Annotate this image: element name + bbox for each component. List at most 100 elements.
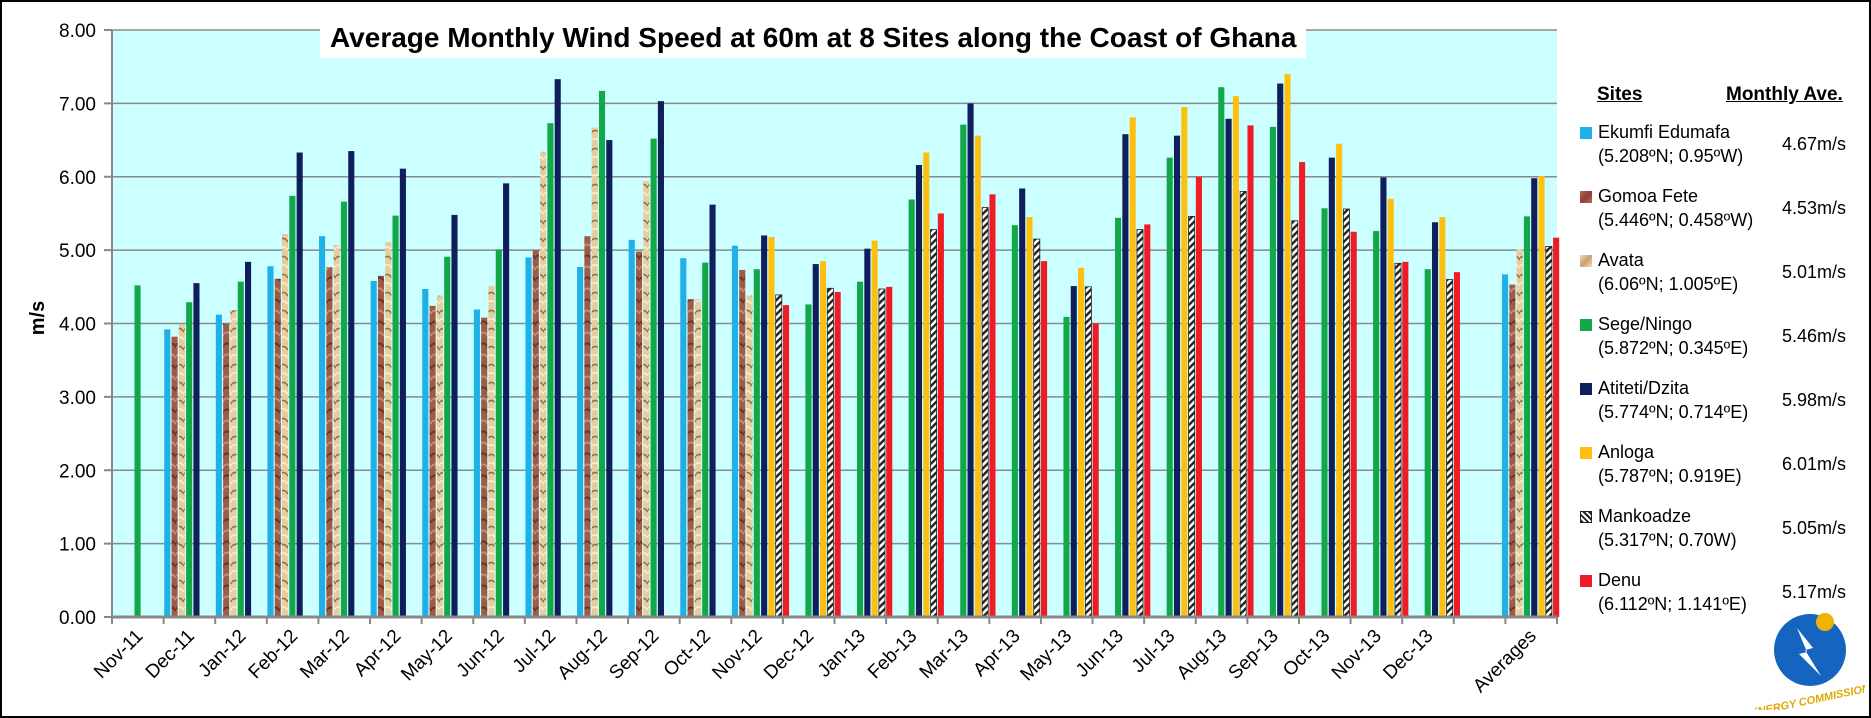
bar-mankoadze [775, 294, 783, 618]
legend-series-name: Gomoa Fete [1598, 186, 1699, 206]
bar-avata [436, 295, 443, 617]
bar-sege-ningo [805, 304, 812, 617]
bar-sege-ningo [392, 215, 399, 617]
bar-gomoa-fete [223, 323, 230, 617]
x-tick-label: Nov-13 [1328, 626, 1386, 684]
legend-series-average: 5.01m/s [1782, 262, 1847, 282]
bar-sege-ningo [1218, 87, 1225, 618]
bar-avata [282, 233, 289, 618]
y-tick-label: 7.00 [59, 94, 96, 115]
bar-sege-ningo [960, 124, 967, 618]
bar-sege-ningo [1523, 216, 1530, 617]
legend-header-average: Monthly Ave. [1726, 84, 1843, 105]
bar-denu [834, 291, 841, 617]
legend-series-coords: (5.317ºN; 0.70W) [1598, 530, 1737, 550]
bar-atiteti-dzita [245, 261, 252, 617]
bar-ekumfi-edumafa [267, 266, 274, 617]
bar-sege-ningo [857, 281, 864, 617]
x-tick-label: Mar-13 [916, 626, 973, 683]
bar-anloga [1284, 74, 1291, 617]
y-tick-label: 2.00 [59, 461, 96, 482]
bar-mankoadze [1239, 191, 1247, 618]
legend-series-name: Mankoadze [1598, 506, 1692, 526]
bar-mankoadze [1291, 220, 1299, 618]
bar-denu [937, 213, 944, 617]
y-tick-label: 5.00 [59, 241, 96, 262]
legend-series-coords: (5.872ºN; 0.345ºE) [1598, 338, 1749, 358]
bar-sege-ningo [1424, 269, 1431, 617]
bar-atiteti-dzita [296, 152, 303, 618]
legend-series-name: Anloga [1598, 442, 1655, 462]
bar-anloga [1181, 107, 1188, 617]
legend-swatch-icon [1580, 575, 1592, 587]
legend-swatch-icon [1580, 127, 1592, 139]
bar-atiteti-dzita [812, 264, 819, 617]
bar-mankoadze [1188, 215, 1196, 618]
bar-ekumfi-edumafa [1502, 274, 1509, 617]
bar-atiteti-dzita [1122, 134, 1129, 617]
bar-denu [1453, 272, 1460, 617]
legend-item: Sege/Ningo (5.872ºN; 0.345ºE) 5.46m/s [1580, 314, 1870, 374]
bar-ekumfi-edumafa [370, 280, 377, 617]
bar-mankoadze [981, 207, 989, 618]
bar-mankoadze [1084, 286, 1092, 618]
x-tick-label: Feb-13 [864, 626, 921, 683]
bar-sege-ningo [340, 201, 348, 617]
logo-sun-icon [1816, 613, 1834, 631]
bar-sege-ningo [1011, 225, 1018, 617]
x-tick-label: Dec-13 [1379, 626, 1437, 684]
x-tick-label: May-12 [397, 626, 457, 686]
bar-anloga [1232, 96, 1239, 618]
bar-ekumfi-edumafa [731, 245, 738, 617]
y-tick-label: 1.00 [59, 535, 96, 556]
legend-swatch-icon [1580, 255, 1592, 267]
chart-title-box: Average Monthly Wind Speed at 60m at 8 S… [320, 18, 1307, 58]
legend-series-coords: (5.446ºN; 0.458ºW) [1598, 210, 1754, 230]
bar-gomoa-fete [274, 278, 281, 617]
bar-anloga [1439, 217, 1446, 618]
bar-avata [178, 324, 185, 617]
bar-sege-ningo [495, 249, 502, 617]
bar-avata [488, 286, 495, 617]
bar-sege-ningo [1321, 208, 1328, 618]
bar-atiteti-dzita [864, 248, 871, 617]
bar-avata [694, 299, 701, 617]
x-tick-label: Nov-12 [708, 626, 766, 684]
x-tick-label: Jan-12 [195, 626, 251, 682]
bar-ekumfi-edumafa [422, 289, 429, 617]
legend-swatch-icon [1580, 383, 1592, 395]
bar-mankoadze [1342, 208, 1350, 618]
bar-sege-ningo [702, 262, 709, 617]
legend-series-coords: (5.774ºN; 0.714ºE) [1598, 402, 1749, 422]
bar-anloga [923, 152, 930, 618]
legend-series-name: Sege/Ningo [1598, 314, 1693, 334]
bar-sege-ningo [1115, 217, 1122, 617]
bar-atiteti-dzita [967, 103, 974, 618]
legend-series-coords: (6.112ºN; 1.141ºE) [1598, 594, 1747, 614]
legend-series-name: Ekumfi Edumafa [1598, 122, 1731, 142]
bar-atiteti-dzita [399, 168, 406, 617]
bar-denu [1092, 323, 1099, 617]
x-tick-label: Mar-12 [296, 626, 353, 683]
bar-gomoa-fete [377, 275, 385, 617]
bar-atiteti-dzita [1019, 188, 1026, 618]
bar-sege-ningo [1373, 231, 1380, 618]
legend-item: Mankoadze (5.317ºN; 0.70W) 5.05m/s [1580, 506, 1870, 566]
x-tick-label: Jan-13 [814, 626, 870, 682]
x-tick-label: Apr-12 [350, 626, 405, 681]
legend-series-average: 4.67m/s [1782, 134, 1847, 154]
bar-denu [1553, 237, 1560, 617]
bar-sege-ningo [650, 138, 657, 617]
bar-ekumfi-edumafa [319, 236, 326, 617]
bar-ekumfi-edumafa [215, 314, 222, 617]
bar-sege-ningo [908, 199, 915, 617]
y-axis-label: m/s [27, 301, 49, 335]
bar-sege-ningo [186, 302, 193, 617]
bar-ekumfi-edumafa [680, 258, 687, 617]
bar-sege-ningo [753, 269, 760, 617]
logo-circle-icon [1774, 614, 1846, 686]
bar-denu [1144, 224, 1151, 617]
bar-atiteti-dzita [1277, 83, 1284, 617]
